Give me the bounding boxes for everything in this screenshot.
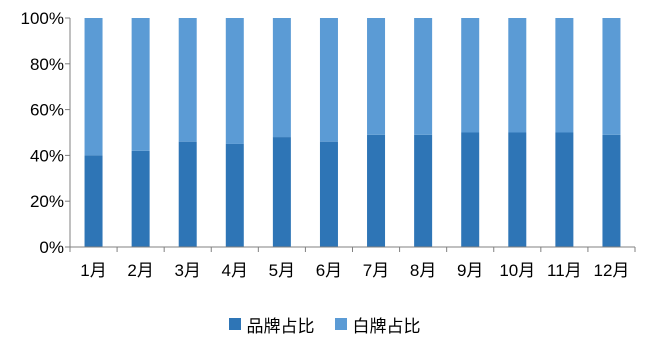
x-tick-label: 1月 — [80, 261, 106, 280]
bar-segment-brand — [225, 143, 244, 247]
bar-segment-whitelabel — [367, 18, 386, 135]
bar-segment-brand — [319, 141, 338, 247]
legend-swatch-brand — [228, 318, 241, 330]
bar-segment-whitelabel — [131, 18, 150, 151]
y-tick-label: 20% — [30, 192, 64, 211]
x-tick-label: 3月 — [174, 261, 200, 280]
y-tick-label: 40% — [30, 146, 64, 165]
x-tick-label: 5月 — [269, 261, 295, 280]
legend-item-brand: 品牌占比 — [228, 312, 315, 337]
bar-segment-whitelabel — [414, 18, 433, 135]
bar-segment-whitelabel — [602, 18, 621, 135]
bar-segment-brand — [367, 134, 386, 247]
bar-segment-brand — [508, 132, 527, 247]
x-tick-label: 9月 — [457, 261, 483, 280]
y-tick-label: 0% — [39, 238, 64, 257]
x-tick-label: 4月 — [222, 261, 248, 280]
bars — [84, 18, 621, 247]
bar-segment-brand — [555, 132, 574, 247]
x-tick-label: 7月 — [363, 261, 389, 280]
y-tick-label: 80% — [30, 55, 64, 74]
legend-label-whitelabel: 白牌占比 — [352, 316, 421, 337]
bar-segment-brand — [131, 150, 150, 247]
x-tick-label: 10月 — [499, 261, 535, 280]
x-axis: 1月 2月 3月 4月 5月 6月 7月 8月 9月 10月 11月 12月 — [69, 246, 636, 280]
legend-item-whitelabel: 白牌占比 — [334, 312, 421, 337]
bar-segment-whitelabel — [508, 18, 527, 133]
bar-segment-whitelabel — [461, 18, 480, 133]
bar-segment-brand — [414, 134, 433, 247]
x-tick-label: 2月 — [127, 261, 153, 280]
bar-segment-whitelabel — [178, 18, 197, 142]
bar-segment-whitelabel — [555, 18, 574, 133]
x-tick-label: 8月 — [410, 261, 436, 280]
bar-segment-brand — [461, 132, 480, 247]
y-axis: 0% 20% 40% 60% 80% 100% — [21, 9, 71, 257]
bar-segment-whitelabel — [84, 18, 103, 156]
legend: 品牌占比 白牌占比 — [0, 312, 649, 337]
legend-label-brand: 品牌占比 — [246, 316, 315, 337]
x-tick-label: 6月 — [316, 261, 342, 280]
x-tick-label: 11月 — [547, 261, 582, 280]
x-tick-label: 12月 — [593, 261, 629, 280]
bar-segment-brand — [178, 141, 197, 247]
bar-segment-whitelabel — [319, 18, 338, 142]
bar-segment-brand — [84, 155, 103, 247]
bar-segment-whitelabel — [272, 18, 291, 138]
y-tick-label: 60% — [30, 101, 64, 120]
bar-segment-brand — [272, 137, 291, 247]
y-tick-label: 100% — [21, 9, 64, 28]
bar-segment-brand — [602, 134, 621, 247]
bar-segment-whitelabel — [225, 18, 244, 144]
legend-swatch-whitelabel — [334, 318, 347, 330]
